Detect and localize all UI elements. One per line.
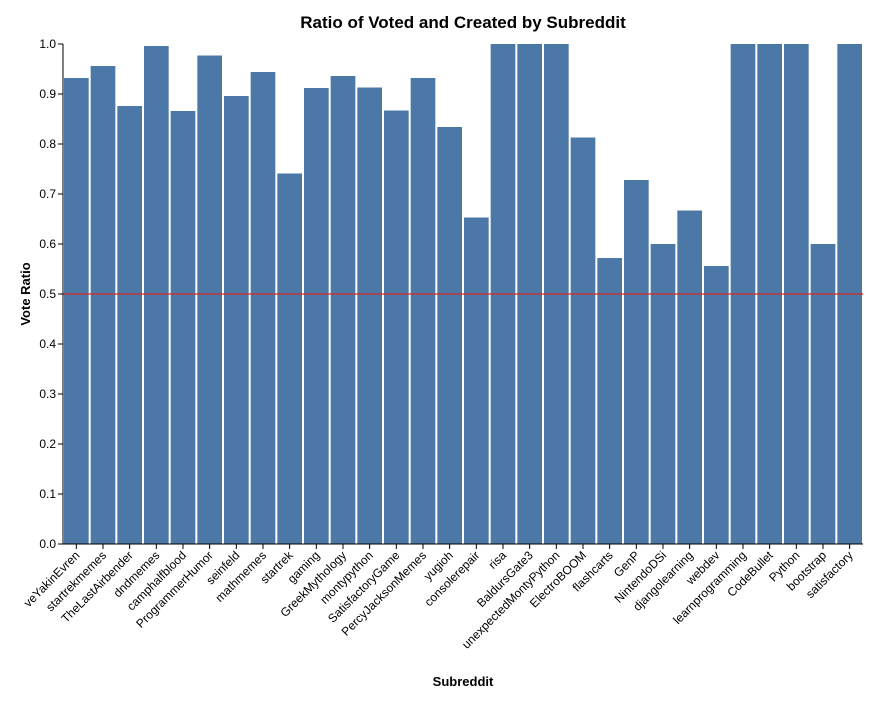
y-tick-label: 0.8 bbox=[39, 137, 56, 151]
bar-GreekMythology bbox=[330, 76, 356, 544]
bar-startrekmemes bbox=[90, 66, 116, 544]
bar-yugioh bbox=[437, 127, 462, 544]
plot-area: 0.00.10.20.30.40.50.60.70.80.91.0veYakin… bbox=[21, 37, 863, 652]
y-tick-label: 0.3 bbox=[39, 387, 56, 401]
y-tick-label: 0.6 bbox=[39, 237, 56, 251]
bar-mathmemes bbox=[250, 72, 276, 544]
y-tick-label: 0.2 bbox=[39, 437, 56, 451]
bar-consolerepair bbox=[464, 217, 489, 544]
bar-SatisfactoryGame bbox=[384, 110, 409, 544]
bar-startrek bbox=[277, 173, 302, 544]
bar-dndmemes bbox=[144, 46, 169, 544]
y-tick-label: 0.1 bbox=[39, 487, 56, 501]
bar-ProgrammerHumor bbox=[197, 55, 222, 544]
bar-PercyJacksonMemes bbox=[410, 78, 436, 544]
bar-seinfeld bbox=[224, 96, 249, 544]
y-tick-label: 0.4 bbox=[39, 337, 56, 351]
bar-gaming bbox=[304, 88, 329, 544]
y-tick-label: 0.5 bbox=[39, 287, 56, 301]
y-tick-label: 1.0 bbox=[39, 37, 56, 51]
bar-TheLastAirbender bbox=[117, 106, 142, 544]
bar-camphalfblood bbox=[170, 111, 196, 544]
y-tick-label: 0.9 bbox=[39, 87, 56, 101]
bar-flashcarts bbox=[597, 258, 622, 544]
bar-bootstrap bbox=[810, 244, 836, 544]
bar-NintendoDSi bbox=[650, 244, 676, 544]
x-axis-title: Subreddit bbox=[433, 674, 494, 689]
bar-webdev bbox=[704, 266, 729, 544]
y-axis-title: Vote Ratio bbox=[18, 262, 33, 325]
bar-ElectroBOOM bbox=[570, 137, 596, 544]
chart-title: Ratio of Voted and Created by Subreddit bbox=[300, 13, 626, 32]
bar-veYakinEvren bbox=[64, 78, 89, 544]
bar-djangolearning bbox=[677, 210, 702, 544]
bar-montypython bbox=[357, 87, 382, 544]
bar-GenP bbox=[624, 180, 649, 544]
y-tick-label: 0.7 bbox=[39, 187, 56, 201]
y-tick-label: 0.0 bbox=[39, 537, 56, 551]
